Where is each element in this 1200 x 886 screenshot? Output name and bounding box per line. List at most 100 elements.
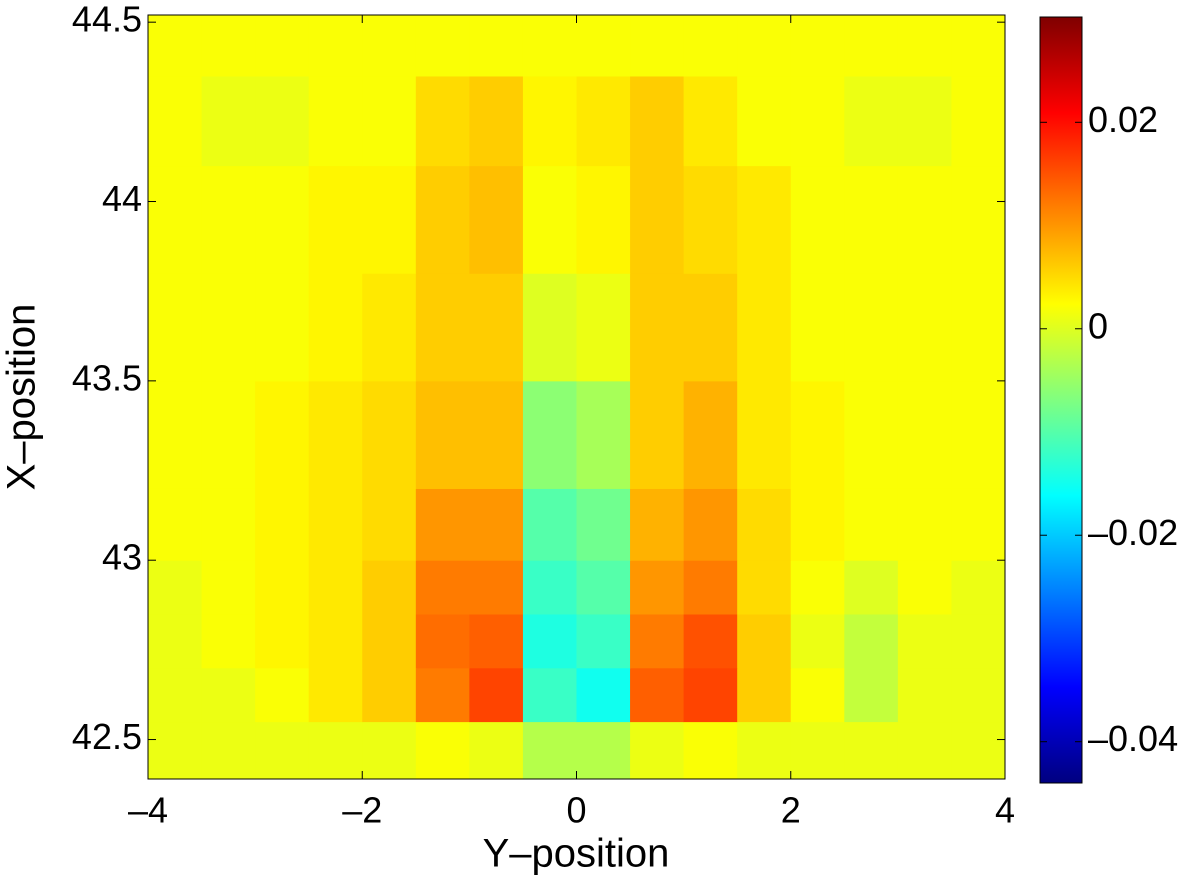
heat-cell — [790, 721, 845, 780]
heat-cell — [951, 721, 1006, 780]
heat-cell — [630, 165, 685, 274]
heat-cell — [737, 721, 792, 780]
heat-cell — [148, 165, 203, 274]
heat-cell — [415, 273, 470, 382]
heat-cell — [576, 721, 631, 780]
heat-cell — [683, 614, 738, 669]
heat-cell — [522, 667, 577, 723]
heat-cell — [308, 560, 363, 615]
heat-cell — [255, 165, 310, 274]
x-axis-label: Y–position — [483, 832, 670, 876]
y-tick-label: 43 — [102, 537, 142, 578]
heat-cell — [683, 273, 738, 382]
heat-cell — [362, 273, 417, 382]
heat-cell — [790, 165, 845, 274]
heat-cell — [148, 15, 203, 77]
heat-cell — [308, 273, 363, 382]
heat-cell — [522, 273, 577, 382]
heat-cell — [469, 721, 524, 780]
heat-cell — [415, 560, 470, 615]
heat-cell — [683, 721, 738, 780]
heat-cell — [415, 488, 470, 561]
heat-cell — [522, 165, 577, 274]
heat-cell — [308, 380, 363, 489]
heat-cell — [683, 488, 738, 561]
heat-cell — [951, 380, 1006, 489]
heat-cell — [576, 488, 631, 561]
heat-cell — [415, 667, 470, 723]
heat-cell — [469, 488, 524, 561]
heat-cell — [576, 614, 631, 669]
heat-cell — [308, 75, 363, 167]
heat-cell — [630, 273, 685, 382]
heat-cell — [308, 721, 363, 780]
heat-cell — [415, 721, 470, 780]
heat-cell — [148, 488, 203, 561]
heat-cell — [844, 273, 899, 382]
heat-cell — [951, 15, 1006, 77]
heat-cell — [201, 614, 256, 669]
heat-cell — [255, 667, 310, 723]
heat-cell — [683, 560, 738, 615]
colorbar-tick-label: 0 — [1088, 305, 1108, 346]
heat-cell — [255, 75, 310, 167]
heat-cell — [148, 75, 203, 167]
heat-cell — [362, 488, 417, 561]
y-tick-label: 44 — [102, 178, 142, 219]
heat-cell — [630, 488, 685, 561]
heat-cell — [897, 75, 952, 167]
heat-cell — [790, 75, 845, 167]
heat-cell — [951, 488, 1006, 561]
heat-cell — [255, 560, 310, 615]
heat-cell — [844, 560, 899, 615]
heat-cell — [576, 380, 631, 489]
heat-cell — [362, 165, 417, 274]
heat-cell — [897, 15, 952, 77]
heat-cell — [951, 560, 1006, 615]
heat-cell — [148, 721, 203, 780]
colorbar — [1039, 16, 1083, 784]
heat-cell — [201, 488, 256, 561]
heat-cell — [201, 15, 256, 77]
heat-cell — [844, 667, 899, 723]
heat-cell — [308, 488, 363, 561]
heat-cell — [362, 15, 417, 77]
heat-cell — [897, 273, 952, 382]
heat-cell — [469, 667, 524, 723]
heat-cell — [737, 273, 792, 382]
heat-cell — [790, 273, 845, 382]
heat-cell — [576, 15, 631, 77]
heat-cell — [630, 721, 685, 780]
heat-cell — [415, 75, 470, 167]
heat-cell — [844, 15, 899, 77]
heat-cell — [790, 15, 845, 77]
heat-cell — [308, 614, 363, 669]
heat-cell — [255, 380, 310, 489]
heat-cell — [522, 75, 577, 167]
heat-cell — [683, 380, 738, 489]
heat-cell — [201, 721, 256, 780]
heat-cell — [148, 667, 203, 723]
heat-cell — [737, 614, 792, 669]
heat-cell — [630, 560, 685, 615]
heat-cell — [683, 75, 738, 167]
heat-cell — [790, 667, 845, 723]
x-tick-label: 2 — [781, 790, 801, 831]
heat-cell — [844, 165, 899, 274]
heat-cell — [790, 614, 845, 669]
heat-cell — [844, 380, 899, 489]
x-tick-label: –2 — [342, 790, 382, 831]
heat-cell — [469, 15, 524, 77]
y-tick-label: 42.5 — [72, 716, 142, 757]
x-tick-label: 4 — [995, 790, 1015, 831]
heat-cell — [630, 15, 685, 77]
heat-cell — [255, 614, 310, 669]
heat-cell — [576, 75, 631, 167]
heat-cell — [737, 15, 792, 77]
heat-cell — [790, 488, 845, 561]
heat-cell — [522, 560, 577, 615]
heat-cell — [201, 380, 256, 489]
heat-cell — [683, 667, 738, 723]
heat-cell — [683, 165, 738, 274]
